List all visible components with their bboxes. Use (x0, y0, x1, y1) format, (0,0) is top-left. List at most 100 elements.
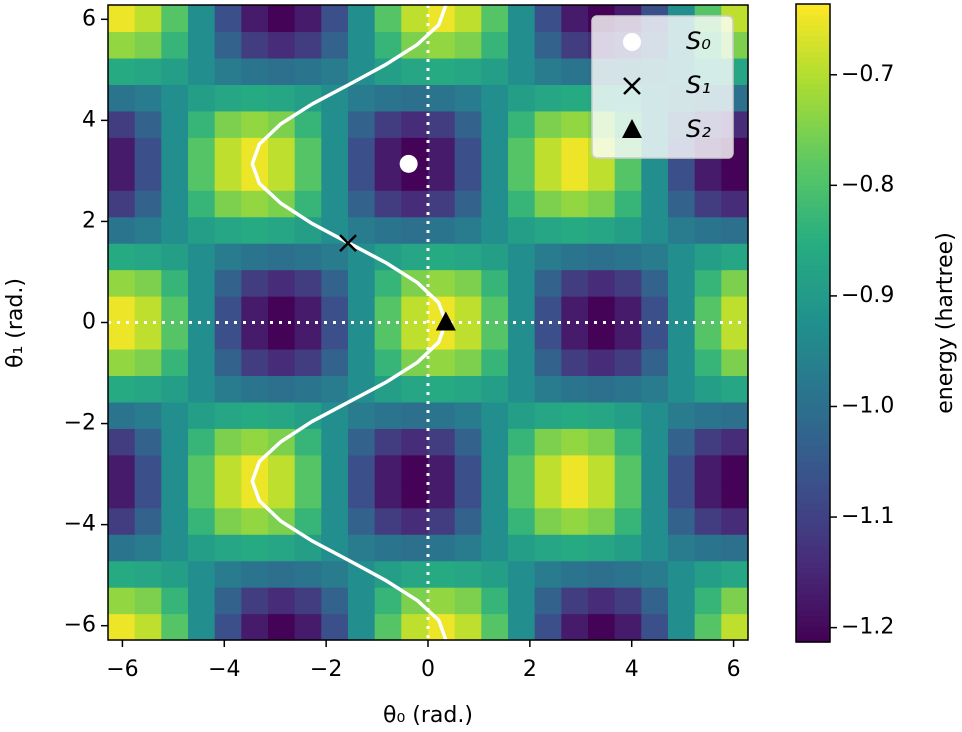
y-tick-label: 0 (82, 310, 96, 335)
colorbar-segment (796, 195, 830, 202)
heat-cell (241, 110, 269, 138)
colorbar-segment (796, 424, 830, 430)
colorbar-segment (796, 25, 830, 32)
heat-cell (294, 190, 322, 218)
heat-cell (321, 507, 349, 535)
heat-cell (108, 348, 136, 377)
colorbar-segment (796, 105, 830, 111)
heat-cell (454, 454, 482, 482)
heat-cell (401, 560, 429, 588)
heat-cell (614, 428, 642, 456)
heat-cell (561, 507, 589, 535)
heat-cell (134, 269, 162, 297)
heat-cell (588, 348, 616, 377)
heat-cell (134, 216, 162, 244)
heat-cell (161, 454, 189, 482)
heat-cell (214, 57, 242, 85)
heat-cell (481, 84, 509, 112)
colorbar-segment (796, 120, 830, 127)
heat-cell (321, 296, 349, 324)
heat-cell (161, 428, 189, 456)
heat-cell (428, 57, 456, 85)
heat-cell (668, 401, 696, 429)
heat-cell (614, 190, 642, 218)
heat-cell (374, 31, 402, 59)
heat-cell (721, 401, 749, 429)
heat-cell (188, 57, 216, 85)
colorbar-segment (796, 142, 830, 149)
heat-cell (428, 587, 456, 615)
heat-cell (588, 375, 616, 403)
heat-cell (481, 375, 509, 403)
colorbar-segment (796, 471, 830, 478)
heat-cell (641, 613, 669, 641)
colorbar: −1.2 −1.1 −1.0 −0.9 −0.8 −0.7 (795, 3, 894, 643)
heat-cell (534, 190, 562, 218)
colorbar-segment (796, 9, 830, 16)
heat-cell (561, 560, 589, 588)
heat-cell (454, 190, 482, 218)
heat-cell (188, 428, 216, 456)
heat-cell (588, 481, 616, 509)
heat-cell (401, 243, 429, 271)
heat-cell (561, 163, 589, 191)
heat-cell (641, 454, 669, 482)
heat-cell (294, 507, 322, 535)
heat-cell (401, 57, 429, 85)
heat-cell (561, 243, 589, 271)
heat-cell (508, 534, 536, 562)
heat-cell (614, 481, 642, 509)
heat-cell (694, 296, 722, 324)
heat-cell (561, 481, 589, 509)
heat-cell (561, 613, 589, 641)
heat-cell (588, 243, 616, 271)
heat-cell (214, 190, 242, 218)
heat-cell (348, 454, 376, 482)
heat-cell (614, 296, 642, 324)
heat-cell (641, 348, 669, 377)
heat-cell (721, 322, 749, 350)
heat-cell (374, 110, 402, 138)
heat-cell (268, 137, 296, 165)
heat-cell (641, 190, 669, 218)
heat-cell (508, 481, 536, 509)
heat-cell (694, 454, 722, 482)
colorbar-segment (796, 243, 830, 250)
heat-cell (188, 110, 216, 138)
colorbar-segment (796, 455, 830, 462)
heat-cell (268, 322, 296, 350)
overlay (108, 4, 748, 641)
heat-cell (188, 190, 216, 218)
heat-cell (534, 401, 562, 429)
heat-cell (668, 560, 696, 588)
heat-cell (214, 375, 242, 403)
heat-cell (374, 348, 402, 377)
colorbar-segment (796, 386, 830, 393)
heat-cell (401, 296, 429, 324)
heat-cell (374, 296, 402, 324)
colorbar-segment (796, 445, 830, 452)
colorbar-segment (796, 408, 830, 414)
heat-cell (534, 243, 562, 271)
heat-cell (294, 322, 322, 350)
heat-cell (108, 31, 136, 59)
heat-cell (294, 481, 322, 509)
heat-cell (374, 587, 402, 615)
heat-cell (561, 454, 589, 482)
point (339, 234, 357, 253)
colorbar-segment (796, 487, 830, 494)
heat-cell (161, 587, 189, 615)
x-tick-label: 2 (523, 657, 537, 682)
heat-cell (641, 481, 669, 509)
heat-cell (454, 243, 482, 271)
colorbar-segment (796, 99, 830, 106)
heat-cell (428, 428, 456, 456)
heat-cell (241, 5, 269, 33)
heat-cell (694, 190, 722, 218)
heat-cell (668, 163, 696, 191)
heat-cell (161, 84, 189, 112)
heat-cell (241, 269, 269, 297)
heat-cell (321, 348, 349, 377)
heat-cell (161, 613, 189, 641)
heat-cell (188, 163, 216, 191)
